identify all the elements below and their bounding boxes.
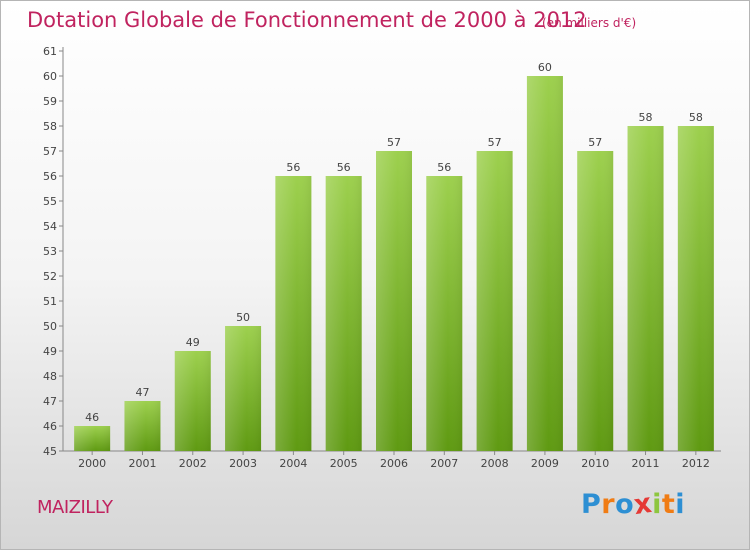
- data-label-2000: 46: [85, 411, 99, 424]
- y-tick-label: 54: [43, 220, 57, 233]
- bars: [74, 76, 714, 451]
- x-tick-label-2008: 2008: [481, 457, 509, 470]
- data-label-2011: 58: [639, 111, 653, 124]
- y-tick-label: 48: [43, 370, 57, 383]
- bar-shade-2004: [275, 176, 312, 451]
- bar-shade-2000: [74, 426, 111, 451]
- bar-shade-2008: [476, 151, 513, 451]
- bar-shade-2011: [627, 126, 664, 451]
- y-tick-label: 51: [43, 295, 57, 308]
- x-tick-label-2007: 2007: [430, 457, 458, 470]
- x-tick-label-2000: 2000: [78, 457, 106, 470]
- y-tick-label: 59: [43, 95, 57, 108]
- x-tick-label-2009: 2009: [531, 457, 559, 470]
- data-label-2002: 49: [186, 336, 200, 349]
- y-tick-label: 50: [43, 320, 57, 333]
- logo-letter: x: [632, 487, 655, 522]
- x-tick-label-2002: 2002: [179, 457, 207, 470]
- bar-shade-2001: [124, 401, 161, 451]
- bar-shade-2007: [426, 176, 463, 451]
- bar-shade-2005: [325, 176, 362, 451]
- chart-title: Dotation Globale de Fonctionnement de 20…: [27, 8, 587, 32]
- logo-letter: P: [581, 489, 602, 520]
- x-tick-label-2006: 2006: [380, 457, 408, 470]
- logo-letter: i: [652, 489, 662, 520]
- x-tick-label-2001: 2001: [128, 457, 156, 470]
- data-label-2001: 47: [135, 386, 149, 399]
- y-axis: 45 46 47 48 49 50 51 52 53 54 55 56 57 58 59 60 61: [43, 45, 64, 458]
- bar-shade-2003: [225, 326, 262, 451]
- y-tick-label: 57: [43, 145, 57, 158]
- x-tick-label-2005: 2005: [330, 457, 358, 470]
- y-tick-label: 55: [43, 195, 57, 208]
- x-axis: 2000 2001 2002 2003 2004 2005 2006 2007 2008 2009…: [63, 450, 721, 470]
- data-label-2006: 57: [387, 136, 401, 149]
- data-label-2003: 50: [236, 311, 250, 324]
- data-label-2005: 56: [337, 161, 351, 174]
- y-tick-label: 47: [43, 395, 57, 408]
- x-tick-label-2003: 2003: [229, 457, 257, 470]
- data-label-2012: 58: [689, 111, 703, 124]
- data-label-2010: 57: [588, 136, 602, 149]
- data-label-2009: 60: [538, 61, 552, 74]
- y-tick-label: 61: [43, 45, 57, 58]
- logo-letter: t: [661, 489, 676, 520]
- y-tick-label: 56: [43, 170, 57, 183]
- bar-shade-2006: [376, 151, 412, 451]
- x-tick-label-2004: 2004: [279, 457, 307, 470]
- proxiti-logo[interactable]: Proxiti: [581, 487, 686, 522]
- y-tick-label: 60: [43, 70, 57, 83]
- data-label-2007: 56: [437, 161, 451, 174]
- chart-unit-label: (en milliers d'€): [542, 16, 637, 30]
- y-tick-label: 52: [43, 270, 57, 283]
- logo-letter: r: [601, 489, 616, 520]
- bar-shade-2012: [677, 126, 714, 451]
- y-tick-label: 58: [43, 120, 57, 133]
- bar-shade-2009: [526, 76, 563, 451]
- y-tick-label: 49: [43, 345, 57, 358]
- commune-name: MAIZILLY: [37, 497, 113, 518]
- bar-shade-2002: [174, 351, 211, 451]
- x-tick-label-2012: 2012: [682, 457, 710, 470]
- y-tick-label: 46: [43, 420, 57, 433]
- y-tick-label: 45: [43, 445, 57, 458]
- x-tick-label-2011: 2011: [632, 457, 660, 470]
- y-tick-label: 53: [43, 245, 57, 258]
- data-label-2008: 57: [488, 136, 502, 149]
- x-tick-label-2010: 2010: [581, 457, 609, 470]
- bar-shade-2010: [577, 151, 614, 451]
- data-label-2004: 56: [286, 161, 300, 174]
- data-labels: 46 47 49 50 56 56 57 56 57 60 57 58 58: [85, 61, 703, 424]
- logo-letter: o: [615, 489, 635, 520]
- logo-letter: i: [675, 489, 686, 520]
